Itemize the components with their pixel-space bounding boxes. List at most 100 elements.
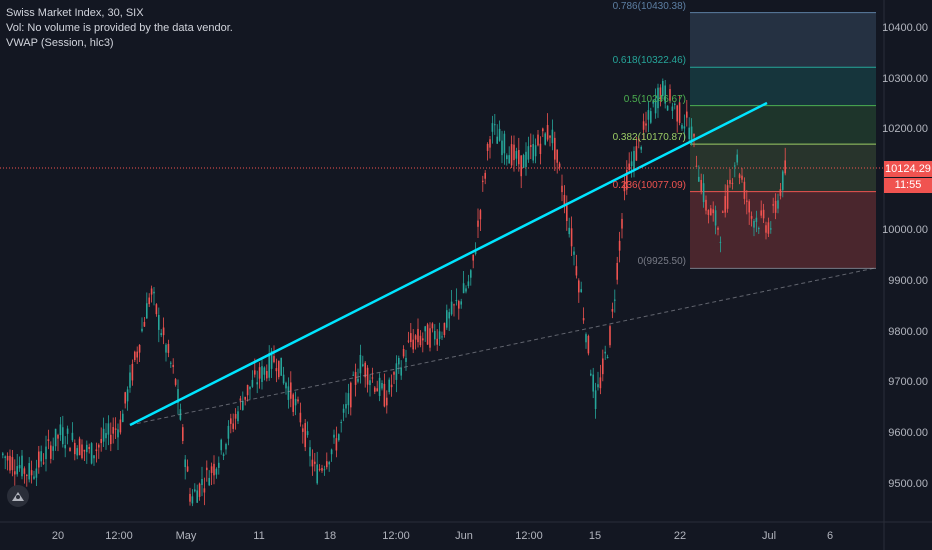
symbol-title[interactable]: Swiss Market Index, 30, SIX: [6, 7, 144, 19]
candle-body: [462, 283, 465, 294]
candle-body: [114, 428, 117, 430]
candle-body: [201, 478, 203, 486]
candle-body: [426, 324, 429, 345]
candle-body: [4, 456, 6, 459]
candle-body: [18, 465, 21, 469]
candle-body: [345, 404, 347, 409]
candle-body: [148, 297, 150, 305]
candle-body: [412, 339, 414, 350]
candle-body: [686, 111, 688, 118]
candle-body: [249, 386, 251, 390]
dashed-trend-line[interactable]: [129, 267, 876, 426]
candle-body: [340, 422, 342, 424]
candle-body: [50, 445, 52, 459]
candle-body: [566, 205, 568, 221]
candle-body: [618, 240, 621, 251]
candle-body: [186, 466, 189, 472]
candle-body: [167, 343, 170, 353]
candle-body: [657, 87, 659, 109]
candle-body: [220, 439, 222, 451]
candle-body: [66, 428, 69, 434]
candle-body: [395, 363, 398, 380]
candle-body: [170, 362, 172, 364]
candle-body: [110, 434, 112, 445]
candle-body: [700, 179, 702, 191]
candle-body: [707, 210, 710, 215]
candle-body: [95, 449, 98, 452]
candle-body: [287, 386, 290, 400]
trend-line[interactable]: [129, 101, 768, 427]
candle-body: [676, 105, 678, 122]
candle-body: [587, 335, 590, 354]
tradingview-logo-icon[interactable]: [7, 485, 29, 507]
time-tick: 11: [253, 530, 265, 542]
candle-body: [26, 474, 28, 476]
candle-body: [64, 445, 66, 449]
candle-body: [438, 331, 441, 339]
candle-body: [434, 331, 436, 340]
fib-zone: [690, 191, 876, 269]
candle-body: [93, 455, 95, 459]
candle-body: [654, 99, 657, 114]
candle-body: [71, 432, 74, 441]
candle-body: [674, 103, 676, 106]
candle-body: [741, 175, 743, 180]
candle-body: [407, 340, 410, 342]
candle-body: [532, 143, 534, 161]
current-price-label: 10124.29: [884, 161, 932, 177]
candle-body: [6, 455, 9, 461]
candle-body: [52, 446, 54, 451]
candle-body: [129, 372, 131, 388]
candle-body: [614, 299, 616, 301]
candle-body: [400, 367, 402, 376]
candle-body: [191, 496, 194, 504]
candle-body: [62, 427, 64, 445]
candle-body: [606, 357, 609, 359]
candle-body: [371, 377, 374, 379]
candle-body: [647, 110, 650, 120]
candle-body: [570, 228, 573, 247]
vwap-indicator[interactable]: VWAP (Session, hlc3): [6, 37, 114, 49]
candle-body: [666, 105, 669, 111]
candle-body: [604, 351, 606, 354]
candle-body: [568, 227, 570, 235]
candle-body: [770, 228, 772, 230]
candle-body: [316, 464, 318, 484]
candle-body: [203, 488, 206, 493]
candle-body: [748, 201, 750, 213]
candle-body: [160, 333, 162, 336]
candle-body: [472, 254, 474, 261]
candle-body: [347, 393, 350, 406]
candle-body: [222, 454, 225, 456]
candle-body: [246, 384, 249, 396]
candle-body: [405, 357, 407, 362]
candle-body: [642, 121, 645, 130]
candle-body: [465, 288, 467, 292]
candle-body: [280, 357, 282, 376]
candle-body: [177, 389, 179, 403]
candle-body: [198, 483, 201, 497]
time-tick: 12:00: [105, 530, 133, 542]
candle-body: [242, 401, 244, 410]
candle-body: [386, 397, 388, 406]
candle-body: [174, 379, 177, 385]
candle-body: [417, 328, 419, 343]
fib-zone: [690, 105, 876, 145]
candle-body: [275, 368, 278, 372]
candle-body: [366, 367, 369, 385]
candle-body: [582, 318, 585, 321]
candle-body: [318, 468, 321, 470]
candle-body: [599, 377, 602, 389]
candle-body: [398, 358, 400, 365]
candle-body: [753, 220, 755, 228]
candle-body: [155, 304, 158, 315]
candle-body: [364, 362, 366, 378]
time-tick: 22: [673, 530, 687, 542]
candle-body: [410, 333, 412, 343]
candle-body: [501, 140, 503, 156]
fib-zone: [690, 67, 876, 106]
candle-body: [126, 389, 129, 402]
price-tick: 9500.00: [888, 478, 928, 490]
fib-level-label: 0.5(10246.67): [623, 93, 686, 105]
